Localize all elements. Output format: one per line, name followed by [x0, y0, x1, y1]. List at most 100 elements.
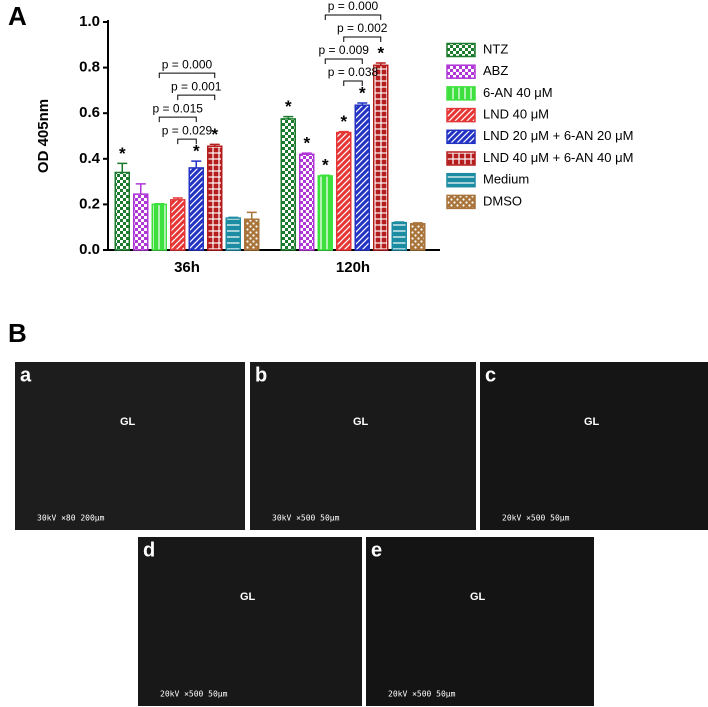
p-value: p = 0.000 — [162, 57, 213, 71]
comparison-bracket — [324, 58, 363, 64]
image-label: b — [255, 364, 267, 386]
comparison-bracket — [343, 36, 382, 42]
scale-label: 20kV ×500 50μm — [388, 690, 456, 699]
y-tick-label: 0.2 — [79, 195, 100, 212]
error-bar — [375, 62, 386, 66]
bar — [114, 171, 130, 251]
bar — [207, 145, 223, 251]
significance-star: * — [303, 134, 310, 153]
bar — [133, 193, 149, 251]
significance-star: * — [377, 44, 384, 63]
bar — [280, 118, 296, 251]
error-bar — [301, 152, 312, 155]
y-axis-label: OD 405nm — [35, 99, 52, 173]
p-value: p = 0.002 — [337, 21, 388, 35]
error-bar — [338, 130, 349, 133]
micrograph-texture — [480, 362, 708, 530]
bar — [354, 104, 370, 251]
micrograph-texture — [138, 537, 362, 706]
scale-label: 30kV ×500 50μm — [272, 514, 340, 523]
error-bar — [191, 160, 202, 168]
comparison-bracket — [158, 116, 197, 123]
scale-label: 20kV ×500 50μm — [502, 514, 570, 523]
p-value: p = 0.038 — [328, 65, 379, 79]
micrograph-texture — [366, 537, 594, 706]
legend-swatch — [446, 129, 476, 145]
p-value: p = 0.000 — [328, 0, 379, 13]
x-tick-label: 36h — [174, 259, 200, 276]
p-value: p = 0.015 — [153, 101, 204, 115]
significance-star: * — [340, 112, 347, 131]
image-label: c — [485, 364, 496, 386]
legend-swatch — [446, 107, 476, 123]
bar — [151, 203, 167, 251]
significance-star: * — [119, 144, 126, 163]
p-value: p = 0.009 — [319, 43, 370, 57]
x-tick-label: 120h — [336, 259, 370, 276]
bar — [244, 218, 260, 251]
bar — [299, 153, 315, 251]
error-bar — [135, 183, 146, 195]
y-tick-label: 1.0 — [79, 13, 100, 30]
bar — [317, 175, 333, 251]
bar — [225, 217, 241, 251]
error-bar — [357, 102, 368, 106]
region-label: GL — [353, 416, 369, 428]
error-bar — [209, 143, 220, 147]
image-label: e — [371, 539, 382, 561]
bar — [170, 199, 186, 251]
region-label: GL — [584, 416, 600, 428]
panel-label: A — [8, 1, 27, 31]
significance-star: * — [211, 125, 218, 144]
comparison-bracket — [158, 72, 216, 79]
legend-swatch — [446, 151, 476, 166]
comparison-bracket — [324, 14, 382, 20]
error-bar — [394, 221, 405, 223]
y-tick-label: 0.8 — [79, 59, 100, 76]
legend-label: LND 20 μM + 6-AN 20 μM — [483, 128, 633, 143]
micrograph-texture — [250, 362, 476, 530]
panel-label: B — [8, 318, 27, 348]
legend-swatch — [446, 42, 476, 58]
legend-label: DMSO — [483, 193, 522, 208]
region-label: GL — [470, 591, 486, 603]
legend-label: Medium — [483, 172, 529, 187]
region-label: GL — [120, 416, 136, 428]
error-bar — [246, 211, 257, 220]
significance-star: * — [285, 97, 292, 116]
legend-swatch — [446, 194, 476, 210]
bar — [188, 167, 204, 251]
error-bar — [117, 162, 128, 173]
p-value: p = 0.001 — [171, 79, 222, 93]
bar — [391, 221, 407, 251]
error-bar — [228, 216, 239, 219]
scale-label: 30kV ×80 200μm — [37, 514, 105, 523]
comparison-bracket — [177, 94, 216, 101]
bar — [373, 64, 389, 251]
y-tick-label: 0.4 — [79, 150, 101, 167]
legend-label: LND 40 μM — [483, 107, 549, 122]
image-label: a — [20, 364, 32, 386]
legend-label: NTZ — [483, 41, 508, 56]
y-tick-label: 0.6 — [79, 104, 100, 121]
legend-label: ABZ — [483, 63, 508, 78]
legend-swatch — [446, 64, 476, 79]
significance-star: * — [359, 83, 366, 102]
error-bar — [283, 115, 294, 119]
legend-swatch — [446, 172, 476, 188]
p-value: p = 0.029 — [162, 123, 213, 137]
error-bar — [172, 197, 183, 200]
comparison-bracket — [343, 80, 363, 86]
significance-star: * — [322, 156, 329, 175]
scale-label: 20kV ×500 50μm — [160, 690, 228, 699]
legend-swatch — [446, 86, 476, 101]
error-bar — [412, 222, 423, 224]
legend-label: 6-AN 40 μM — [483, 85, 553, 100]
significance-star: * — [193, 142, 200, 161]
bar — [336, 131, 352, 251]
error-bar — [320, 174, 331, 176]
legend-label: LND 40 μM + 6-AN 40 μM — [483, 150, 633, 165]
y-tick-label: 0.0 — [79, 241, 100, 258]
comparison-bracket — [177, 138, 197, 145]
